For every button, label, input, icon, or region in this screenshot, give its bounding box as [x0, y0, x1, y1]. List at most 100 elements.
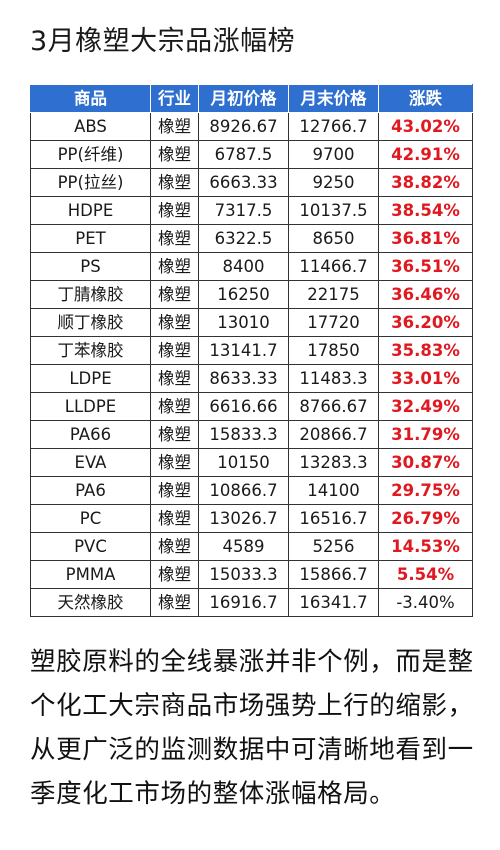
cell-industry: 橡塑 [150, 420, 199, 449]
cell-end-price: 17850 [288, 336, 379, 365]
cell-product: PET [30, 224, 151, 253]
cell-start-price: 8633.33 [198, 364, 289, 393]
table-row: PS 橡塑 8400 11466.7 36.51% [30, 252, 473, 281]
cell-industry: 橡塑 [150, 476, 199, 505]
cell-start-price: 7317.5 [198, 196, 289, 225]
cell-product: PA6 [30, 476, 151, 505]
cell-product: LLDPE [30, 392, 151, 421]
cell-start-price: 6616.66 [198, 392, 289, 421]
cell-end-price: 15866.7 [288, 560, 379, 589]
header-industry: 行业 [150, 84, 199, 113]
table-row: PA6 橡塑 10866.7 14100 29.75% [30, 476, 473, 505]
cell-change: 36.46% [378, 280, 473, 309]
cell-product: PC [30, 504, 151, 533]
table-row: HDPE 橡塑 7317.5 10137.5 38.54% [30, 196, 473, 225]
cell-change: 38.54% [378, 196, 473, 225]
cell-industry: 橡塑 [150, 112, 199, 141]
cell-change: 43.02% [378, 112, 473, 141]
cell-industry: 橡塑 [150, 364, 199, 393]
cell-end-price: 20866.7 [288, 420, 379, 449]
cell-end-price: 9700 [288, 140, 379, 169]
header-product: 商品 [30, 84, 151, 113]
cell-product: LDPE [30, 364, 151, 393]
cell-start-price: 15033.3 [198, 560, 289, 589]
cell-industry: 橡塑 [150, 308, 199, 337]
cell-product: PP(纤维) [30, 140, 151, 169]
cell-change: 36.51% [378, 252, 473, 281]
cell-start-price: 6322.5 [198, 224, 289, 253]
cell-start-price: 6663.33 [198, 168, 289, 197]
cell-change: 33.01% [378, 364, 473, 393]
cell-change: 26.79% [378, 504, 473, 533]
header-change: 涨跌 [378, 84, 473, 113]
cell-industry: 橡塑 [150, 336, 199, 365]
cell-industry: 橡塑 [150, 196, 199, 225]
cell-product: 天然橡胶 [30, 588, 151, 617]
cell-industry: 橡塑 [150, 588, 199, 617]
cell-end-price: 11466.7 [288, 252, 379, 281]
table-row: PP(纤维) 橡塑 6787.5 9700 42.91% [30, 140, 473, 169]
cell-industry: 橡塑 [150, 392, 199, 421]
table-row: LDPE 橡塑 8633.33 11483.3 33.01% [30, 364, 473, 393]
table-row: ABS 橡塑 8926.67 12766.7 43.02% [30, 112, 473, 141]
cell-product: PS [30, 252, 151, 281]
table-body: ABS 橡塑 8926.67 12766.7 43.02% PP(纤维) 橡塑 6787.5 9… [30, 112, 473, 617]
table-row: 丁腈橡胶 橡塑 16250 22175 36.46% [30, 280, 473, 309]
cell-end-price: 13283.3 [288, 448, 379, 477]
cell-change: 29.75% [378, 476, 473, 505]
cell-change: -3.40% [378, 588, 473, 617]
cell-change: 14.53% [378, 532, 473, 561]
table-row: PA66 橡塑 15833.3 20866.7 31.79% [30, 420, 473, 449]
cell-start-price: 10866.7 [198, 476, 289, 505]
cell-product: HDPE [30, 196, 151, 225]
cell-change: 31.79% [378, 420, 473, 449]
cell-product: 顺丁橡胶 [30, 308, 151, 337]
cell-start-price: 4589 [198, 532, 289, 561]
cell-end-price: 22175 [288, 280, 379, 309]
cell-change: 36.81% [378, 224, 473, 253]
cell-industry: 橡塑 [150, 252, 199, 281]
cell-start-price: 16250 [198, 280, 289, 309]
cell-product: ABS [30, 112, 151, 141]
table-row: PC 橡塑 13026.7 16516.7 26.79% [30, 504, 473, 533]
cell-industry: 橡塑 [150, 560, 199, 589]
header-end-price: 月末价格 [288, 84, 379, 113]
cell-end-price: 14100 [288, 476, 379, 505]
table-row: PP(拉丝) 橡塑 6663.33 9250 38.82% [30, 168, 473, 197]
cell-change: 5.54% [378, 560, 473, 589]
table-row: 天然橡胶 橡塑 16916.7 16341.7 -3.40% [30, 588, 473, 617]
table-row: LLDPE 橡塑 6616.66 8766.67 32.49% [30, 392, 473, 421]
cell-product: PP(拉丝) [30, 168, 151, 197]
cell-end-price: 17720 [288, 308, 379, 337]
cell-product: PA66 [30, 420, 151, 449]
table-row: 顺丁橡胶 橡塑 13010 17720 36.20% [30, 308, 473, 337]
cell-product: EVA [30, 448, 151, 477]
cell-start-price: 8400 [198, 252, 289, 281]
cell-start-price: 15833.3 [198, 420, 289, 449]
cell-product: 丁腈橡胶 [30, 280, 151, 309]
cell-industry: 橡塑 [150, 168, 199, 197]
cell-end-price: 8766.67 [288, 392, 379, 421]
cell-end-price: 9250 [288, 168, 379, 197]
page-title: 3月橡塑大宗品涨幅榜 [30, 26, 296, 57]
cell-change: 30.87% [378, 448, 473, 477]
cell-change: 35.83% [378, 336, 473, 365]
cell-industry: 橡塑 [150, 224, 199, 253]
cell-end-price: 10137.5 [288, 196, 379, 225]
cell-end-price: 12766.7 [288, 112, 379, 141]
cell-industry: 橡塑 [150, 280, 199, 309]
table-row: PVC 橡塑 4589 5256 14.53% [30, 532, 473, 561]
table-row: PMMA 橡塑 15033.3 15866.7 5.54% [30, 560, 473, 589]
cell-start-price: 6787.5 [198, 140, 289, 169]
table-row: PET 橡塑 6322.5 8650 36.81% [30, 224, 473, 253]
cell-change: 36.20% [378, 308, 473, 337]
cell-start-price: 13026.7 [198, 504, 289, 533]
table-row: EVA 橡塑 10150 13283.3 30.87% [30, 448, 473, 477]
cell-end-price: 5256 [288, 532, 379, 561]
cell-start-price: 13141.7 [198, 336, 289, 365]
article-paragraph: 塑胶原料的全线暴涨并非个例，而是整个化工大宗商品市场强势上行的缩影，从更广泛的监… [30, 647, 474, 809]
cell-change: 32.49% [378, 392, 473, 421]
cell-end-price: 16341.7 [288, 588, 379, 617]
cell-industry: 橡塑 [150, 448, 199, 477]
table-header-row: 商品 行业 月初价格 月末价格 涨跌 [30, 84, 473, 113]
